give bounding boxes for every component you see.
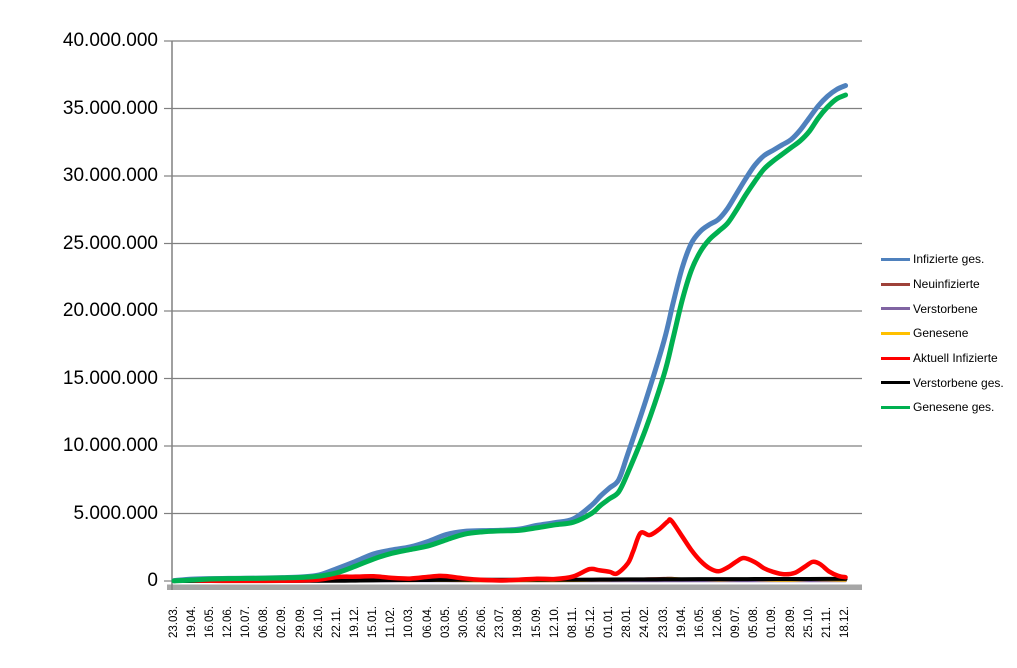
x-tick-label: 22.11. bbox=[330, 606, 343, 638]
series-line-verstorbene-ges bbox=[172, 576, 848, 583]
x-tick-label: 15.09. bbox=[530, 606, 543, 638]
x-tick-label: 12.06. bbox=[221, 606, 234, 638]
legend-label: Neuinfizierte bbox=[913, 277, 980, 292]
x-tick-label: 26.10. bbox=[312, 606, 325, 638]
y-tick-label: 10.000.000 bbox=[62, 435, 158, 457]
legend-item-genesene[interactable]: Genesene bbox=[881, 321, 1004, 346]
legend-item-aktuell-infizierte[interactable]: Aktuell Infizierte bbox=[881, 346, 1004, 371]
legend-label: Genesene bbox=[913, 326, 969, 341]
x-tick-label: 03.05. bbox=[439, 606, 452, 638]
x-tick-label: 19.04. bbox=[185, 606, 198, 638]
x-tick-label: 12.10. bbox=[548, 606, 561, 638]
x-tick-label: 26.06. bbox=[476, 606, 489, 638]
x-tick-label: 25.10. bbox=[802, 606, 815, 638]
x-tick-label: 19.12. bbox=[349, 606, 361, 638]
x-tick-label: 23.07. bbox=[494, 606, 507, 638]
x-tick-label: 19.08. bbox=[512, 606, 525, 638]
x-tick-label: 23.03. bbox=[657, 606, 670, 638]
x-tick-label: 18.12. bbox=[839, 606, 852, 638]
y-tick-label: 5.000.000 bbox=[73, 502, 158, 524]
series-line-infizierte-ges bbox=[171, 83, 849, 584]
y-tick-label: 20.000.000 bbox=[62, 300, 158, 322]
x-tick-label: 15.01. bbox=[367, 606, 380, 638]
legend: Infizierte ges. Neuinfizierte Verstorbene G… bbox=[881, 247, 1004, 420]
legend-item-genesene-ges[interactable]: Genesene ges. bbox=[881, 395, 1004, 420]
legend-line-icon bbox=[881, 405, 910, 409]
x-tick-label: 30.05. bbox=[457, 606, 470, 638]
x-tick-label: 24.02. bbox=[639, 606, 652, 638]
legend-item-verstorbene-ges[interactable]: Verstorbene ges. bbox=[881, 370, 1004, 395]
legend-line-icon bbox=[881, 282, 910, 286]
legend-line-icon bbox=[881, 356, 910, 360]
x-tick-label: 06.08. bbox=[258, 606, 271, 638]
y-tick-label: 15.000.000 bbox=[62, 367, 158, 389]
series-line-genesene-ges bbox=[171, 92, 849, 584]
legend-line-icon bbox=[881, 307, 910, 311]
legend-item-infizierte-ges[interactable]: Infizierte ges. bbox=[881, 247, 1004, 272]
y-tick-label: 35.000.000 bbox=[62, 97, 158, 119]
x-tick-label: 23.03. bbox=[167, 606, 180, 638]
x-tick-label: 12.06. bbox=[712, 606, 724, 638]
y-tick-label: 0 bbox=[147, 570, 158, 592]
legend-item-neuinfizierte[interactable]: Neuinfizierte bbox=[881, 272, 1004, 297]
x-tick-label: 05.08. bbox=[748, 606, 761, 638]
series-line-aktuell-infizierte bbox=[171, 517, 848, 584]
x-tick-label: 08.11. bbox=[566, 606, 579, 638]
x-tick-label: 01.01. bbox=[603, 606, 616, 638]
legend-label: Verstorbene bbox=[913, 301, 978, 316]
y-tick-label: 30.000.000 bbox=[62, 165, 158, 187]
x-tick-label: 28.01. bbox=[621, 606, 634, 638]
x-tick-label: 02.09. bbox=[276, 606, 289, 638]
x-tick-label: 01.09. bbox=[766, 606, 779, 638]
x-tick-label: 09.07. bbox=[730, 606, 743, 638]
x-axis-line bbox=[167, 584, 862, 590]
x-tick-label: 10.07. bbox=[240, 606, 253, 638]
x-tick-label: 19.04. bbox=[675, 606, 688, 638]
x-tick-label: 21.11. bbox=[820, 606, 833, 638]
legend-line-icon bbox=[881, 381, 910, 385]
x-tick-label: 28.09. bbox=[784, 606, 797, 638]
x-tick-label: 16.05. bbox=[203, 606, 216, 638]
legend-item-verstorbene[interactable]: Verstorbene bbox=[881, 296, 1004, 321]
legend-line-icon bbox=[881, 257, 910, 261]
x-tick-label: 06.04. bbox=[421, 606, 434, 638]
legend-line-icon bbox=[881, 331, 910, 335]
legend-label: Infizierte ges. bbox=[913, 252, 985, 267]
y-tick-label: 40.000.000 bbox=[62, 30, 158, 52]
x-tick-label: 05.12. bbox=[584, 606, 597, 638]
x-tick-label: 16.05. bbox=[693, 606, 706, 638]
y-tick-label: 25.000.000 bbox=[62, 232, 158, 254]
x-tick-label: 29.09. bbox=[294, 606, 307, 638]
legend-label: Aktuell Infizierte bbox=[913, 351, 998, 366]
x-tick-label: 10.03. bbox=[403, 606, 416, 638]
legend-label: Genesene ges. bbox=[913, 400, 995, 415]
x-tick-label: 11.02. bbox=[385, 606, 398, 638]
legend-label: Verstorbene ges. bbox=[913, 375, 1004, 390]
